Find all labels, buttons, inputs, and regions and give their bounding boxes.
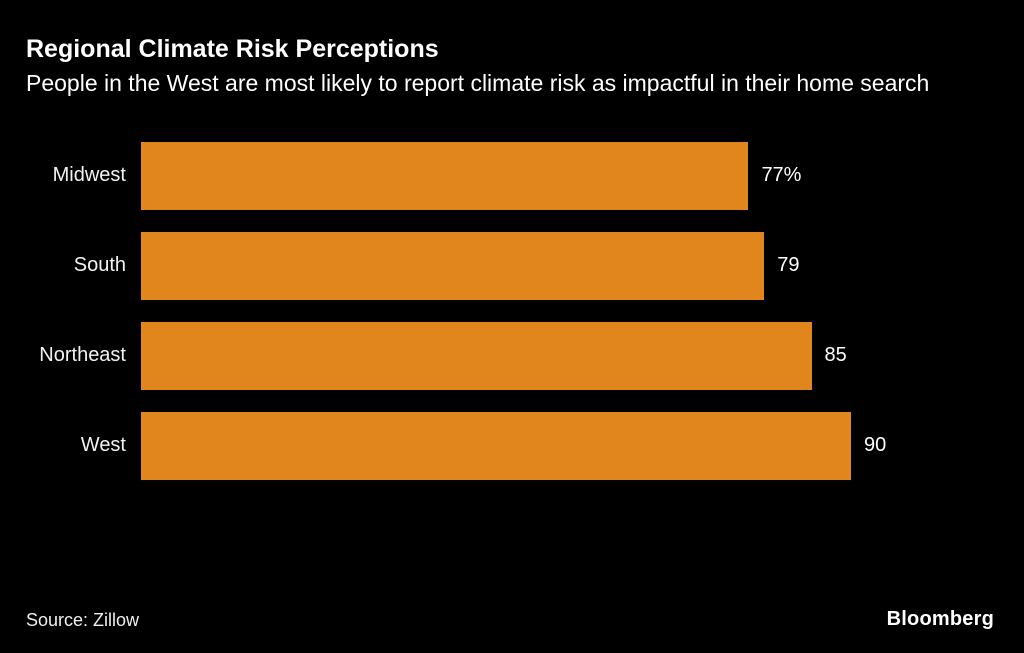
bar-west <box>141 411 851 480</box>
value-label: 85 <box>824 344 847 367</box>
chart-row: West 90 <box>26 411 994 480</box>
value-label: 79 <box>777 254 800 277</box>
chart-row: Midwest 77% <box>26 141 994 210</box>
bar-northeast <box>141 321 812 390</box>
chart-footer: Source: Zillow Bloomberg <box>26 608 994 631</box>
category-label: Northeast <box>39 344 126 367</box>
bar-midwest <box>141 141 749 210</box>
source-note: Source: Zillow <box>26 610 140 630</box>
chart-row: Northeast 85 <box>26 321 994 390</box>
bloomberg-logo: Bloomberg <box>886 608 994 630</box>
bar-south <box>141 231 765 300</box>
category-label: West <box>80 434 126 457</box>
chart-row: South 79 <box>26 231 994 300</box>
chart-title: Regional Climate Risk Perceptions <box>26 35 439 63</box>
category-label: South <box>73 254 126 277</box>
chart-rows: Midwest 77% South 79 Northeast 85 West 90 <box>26 141 994 608</box>
value-label: 77% <box>761 164 802 187</box>
value-label: 90 <box>864 434 887 457</box>
chart-subtitle: People in the West are most likely to re… <box>26 70 930 96</box>
category-label: Midwest <box>52 164 126 187</box>
